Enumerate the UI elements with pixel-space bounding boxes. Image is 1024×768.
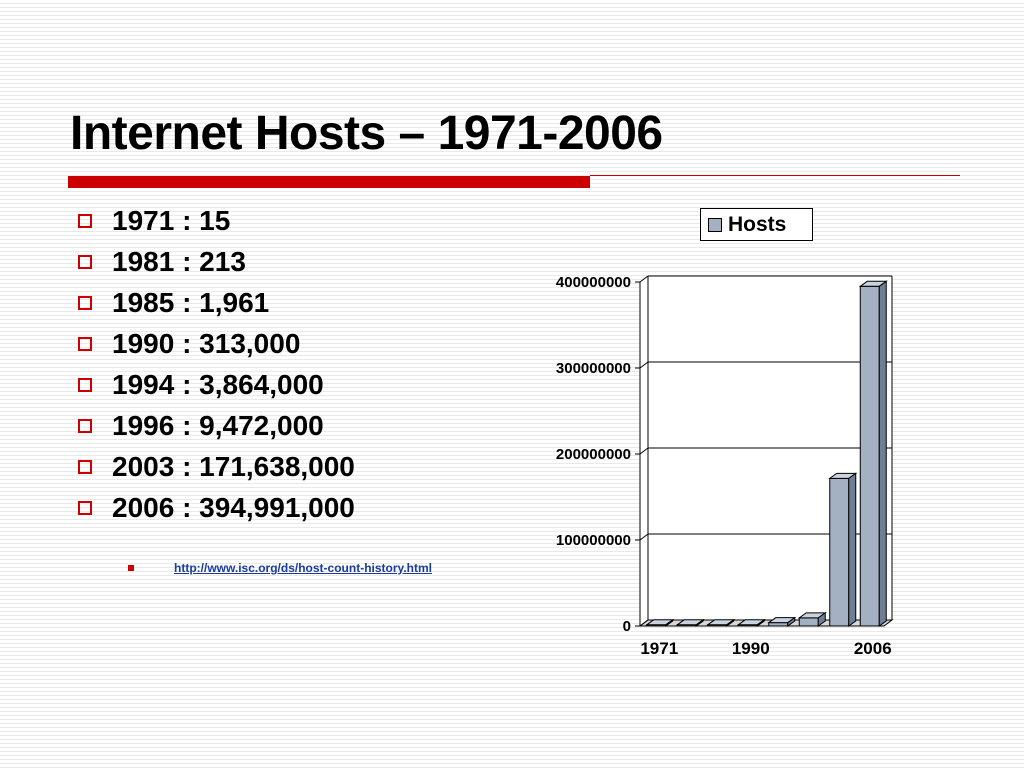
square-bullet-icon xyxy=(78,500,92,515)
bar-front xyxy=(798,617,819,627)
y-tick-label: 0 xyxy=(623,618,631,635)
y-tick-label: 400000000 xyxy=(556,274,631,291)
gridline-diagonal xyxy=(639,447,649,455)
slide-title: Internet Hosts – 1971-2006 xyxy=(70,107,663,160)
list-item: 1994 : 3,864,000 xyxy=(76,364,355,405)
gridline-diagonal xyxy=(639,619,649,627)
back-wall xyxy=(640,276,892,626)
chart-legend: Hosts xyxy=(700,208,813,241)
square-bullet-icon xyxy=(78,418,92,433)
square-bullet-icon xyxy=(78,295,92,310)
source-link[interactable]: http://www.isc.org/ds/host-count-history… xyxy=(174,561,432,575)
bar-side xyxy=(848,472,857,627)
bar-side xyxy=(878,280,887,627)
bar-1981 xyxy=(675,618,705,627)
x-axis-tick-labels: 1971 1990 2006 xyxy=(640,639,891,658)
bullet-text: 2006 : 394,991,000 xyxy=(112,491,355,523)
square-bullet-icon xyxy=(78,459,92,474)
x-tick-label: 2006 xyxy=(854,639,892,658)
bullet-text: 1996 : 9,472,000 xyxy=(112,409,324,441)
list-item: 2006 : 394,991,000 xyxy=(76,487,355,528)
bullet-text: 2003 : 171,638,000 xyxy=(112,450,355,482)
bar-front xyxy=(829,477,850,627)
small-square-bullet-icon xyxy=(128,565,134,571)
bar-side xyxy=(817,611,826,627)
gridline-diagonal xyxy=(639,361,649,369)
bar-1996 xyxy=(797,611,827,627)
x-tick-label: 1990 xyxy=(732,639,770,658)
square-bullet-icon xyxy=(78,377,92,392)
bar-side xyxy=(726,618,735,627)
x-tick-label: 1971 xyxy=(640,639,678,658)
square-bullet-icon xyxy=(78,254,92,269)
bullet-text: 1981 : 213 xyxy=(112,245,246,277)
bullet-text: 1985 : 1,961 xyxy=(112,286,270,318)
bar-side xyxy=(756,618,765,627)
bar-1994 xyxy=(767,616,797,627)
y-tick-label: 300000000 xyxy=(556,360,631,377)
bar-1971 xyxy=(645,618,675,627)
bullet-text: 1990 : 313,000 xyxy=(112,327,301,359)
bar-side xyxy=(695,618,704,627)
bar-1990 xyxy=(736,618,766,627)
bar-side xyxy=(787,616,796,627)
bar-2006 xyxy=(858,280,888,627)
list-item: 1996 : 9,472,000 xyxy=(76,405,355,446)
title-underline-thick xyxy=(68,176,590,188)
title-underline-thin xyxy=(590,175,960,176)
square-bullet-icon xyxy=(78,336,92,351)
bar-front xyxy=(859,285,880,627)
bar-2003 xyxy=(828,472,858,627)
list-item: 1985 : 1,961 xyxy=(76,282,355,323)
gridline-diagonal xyxy=(639,275,649,283)
chart-plot-area xyxy=(638,275,894,627)
source-reference: http://www.isc.org/ds/host-count-history… xyxy=(128,561,432,575)
y-tick-label: 100000000 xyxy=(556,532,631,549)
bullet-text: 1971 : 15 xyxy=(112,204,231,236)
list-item: 2003 : 171,638,000 xyxy=(76,446,355,487)
list-item: 1971 : 15 xyxy=(76,200,355,241)
y-tick-label: 200000000 xyxy=(556,446,631,463)
list-item: 1990 : 313,000 xyxy=(76,323,355,364)
chart-bars xyxy=(645,280,888,627)
legend-label: Hosts xyxy=(728,212,787,236)
y-axis-tick-labels: 0 100000000 200000000 300000000 400000000 xyxy=(556,274,631,635)
gridline-diagonal xyxy=(639,533,649,541)
square-bullet-icon xyxy=(78,213,92,228)
list-item: 1981 : 213 xyxy=(76,241,355,282)
bar-side xyxy=(665,618,674,627)
bullet-list: 1971 : 15 1981 : 213 1985 : 1,961 1990 :… xyxy=(76,200,355,528)
bullet-text: 1994 : 3,864,000 xyxy=(112,368,324,400)
bar-1985 xyxy=(706,618,736,627)
legend-swatch xyxy=(708,217,722,232)
